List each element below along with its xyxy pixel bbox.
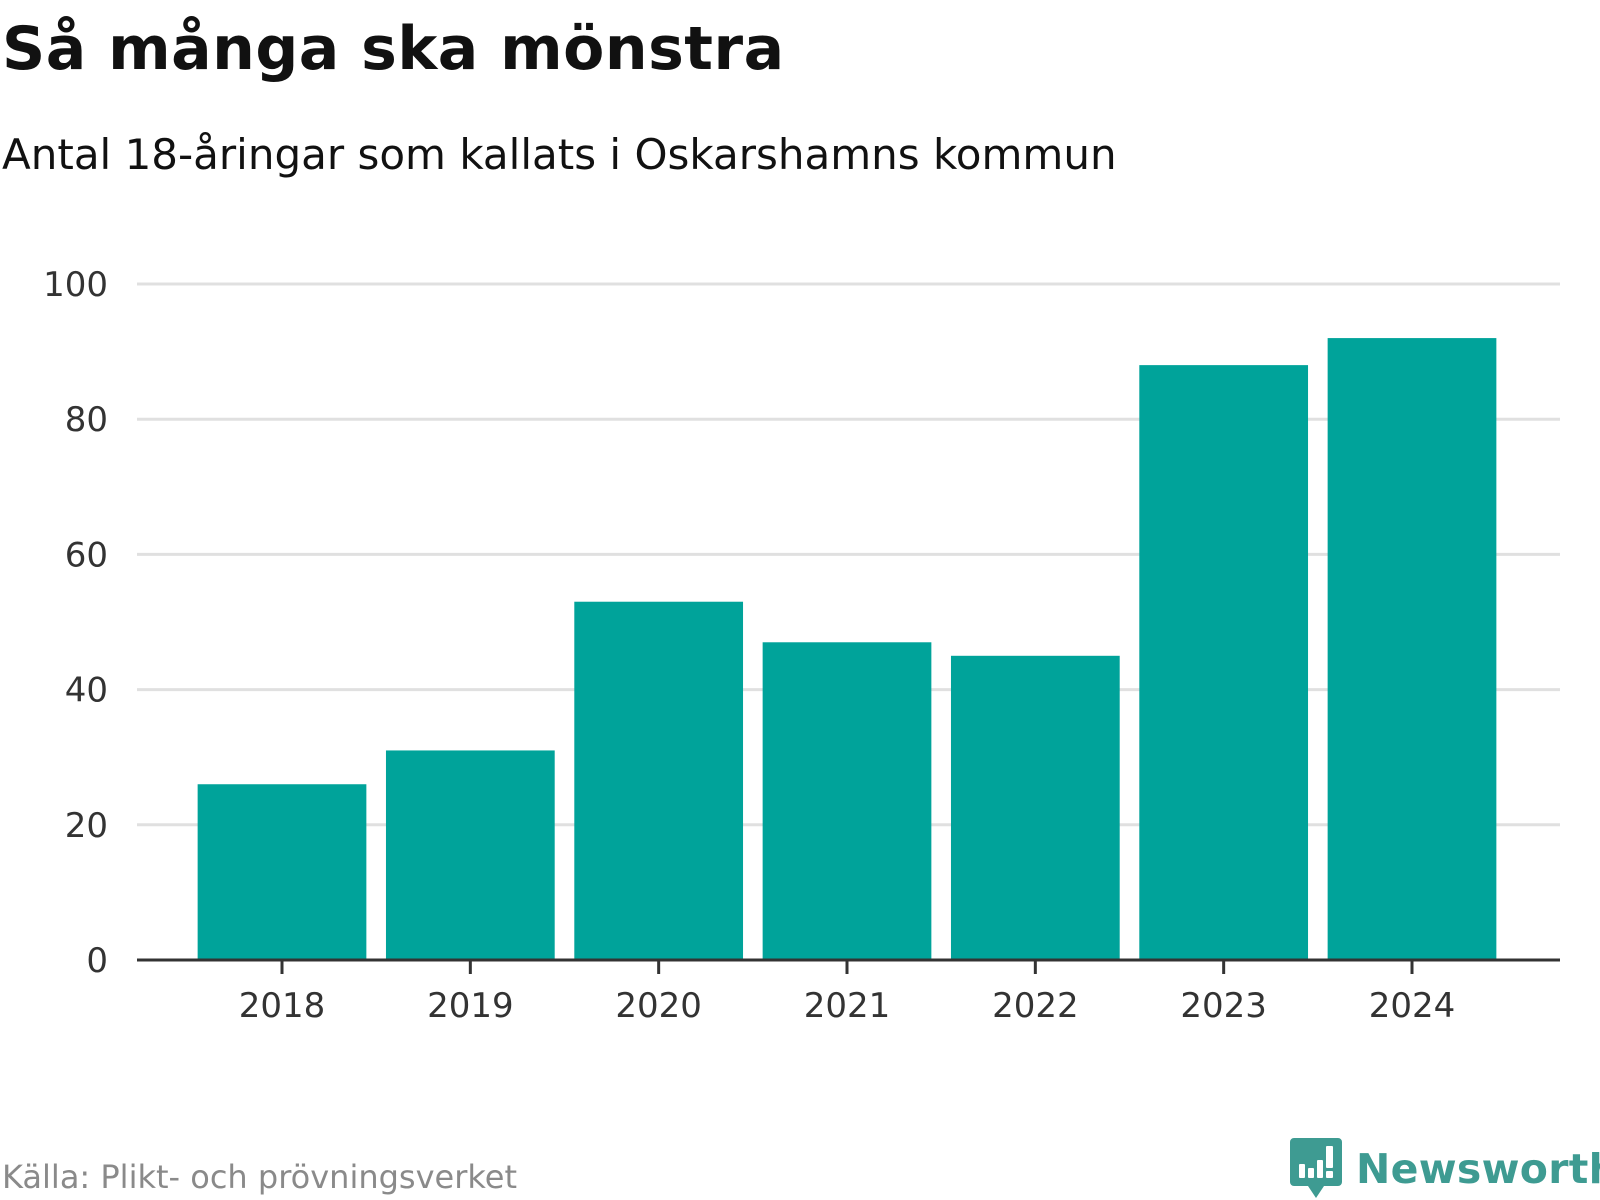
- y-tick-label: 20: [65, 806, 108, 846]
- x-tick-label: 2020: [615, 986, 702, 1026]
- bar-2019[interactable]: [385, 750, 555, 960]
- y-tick-label: 100: [43, 265, 108, 305]
- bar-2018[interactable]: [197, 784, 367, 960]
- y-axis-ticks: 0 20 40 60 80 100: [43, 265, 108, 981]
- y-tick-label: 40: [65, 671, 108, 711]
- brand-name: Newsworthy: [1356, 1145, 1600, 1193]
- source-note: Källa: Plikt- och prövningsverket: [2, 1158, 517, 1196]
- x-tick-label: 2021: [804, 986, 891, 1026]
- newsworthy-icon: [1290, 1138, 1342, 1198]
- x-axis: 2018 2019 2020 2021 2022 2023 2024: [137, 958, 1560, 1026]
- brand-logo[interactable]: Newsworthy: [1290, 1138, 1600, 1200]
- bars: [197, 338, 1497, 961]
- x-tick-label: 2018: [239, 986, 326, 1026]
- bar-2023[interactable]: [1139, 365, 1309, 960]
- y-tick-label: 80: [65, 400, 108, 440]
- y-tick-label: 0: [86, 941, 108, 981]
- x-tick-label: 2022: [992, 986, 1079, 1026]
- x-tick-label: 2019: [427, 986, 514, 1026]
- chart-subtitle: Antal 18-åringar som kallats i Oskarsham…: [2, 130, 1117, 179]
- x-tick-label: 2024: [1369, 986, 1456, 1026]
- bar-2022[interactable]: [950, 655, 1120, 960]
- bar-2020[interactable]: [574, 601, 744, 960]
- y-tick-label: 60: [65, 535, 108, 575]
- chart-title: Så många ska mönstra: [2, 14, 785, 84]
- x-tick-label: 2023: [1180, 986, 1267, 1026]
- bar-2021[interactable]: [762, 642, 932, 960]
- bar-2024[interactable]: [1327, 338, 1497, 961]
